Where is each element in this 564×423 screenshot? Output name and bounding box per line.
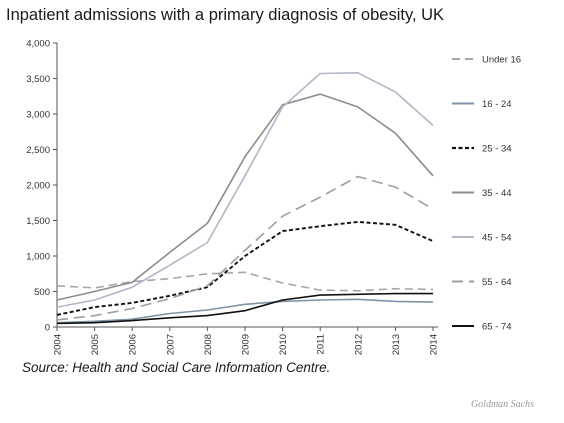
y-tick-label: 2,500 [26, 145, 50, 156]
legend-label-35-44: 35 - 44 [482, 188, 512, 199]
y-axis: 0 500 1,000 1,500 2,000 2,500 3,000 3,500 4,000 [26, 39, 58, 334]
series-line-55-64 [56, 175, 434, 321]
y-tick-label: 3,500 [26, 74, 50, 85]
x-tick-label: 2014 [429, 334, 440, 355]
x-axis: 2004 2005 2006 2007 2008 2009 2010 2011 2012 2013… [53, 326, 440, 355]
series-line-under-16 [56, 271, 434, 292]
x-tick-label: 2013 [391, 334, 402, 355]
x-tick-label: 2005 [90, 334, 101, 355]
source-note: Source: Health and Social Care Informati… [22, 360, 331, 375]
x-tick-label: 2007 [165, 334, 176, 355]
x-tick-label: 2008 [203, 334, 214, 355]
legend: Under 16 16 - 24 25 - 34 35 - 44 45 - 54 55 -… [452, 55, 521, 333]
series-line-35-44 [56, 93, 434, 301]
series-line-45-54 [56, 72, 434, 308]
y-tick-label: 1,000 [26, 252, 50, 263]
x-tick-label: 2012 [353, 334, 364, 355]
y-tick-label: 500 [34, 287, 50, 298]
series-line-25-34 [56, 220, 434, 316]
legend-label-under-16: Under 16 [482, 55, 521, 66]
x-tick-label: 2010 [278, 334, 289, 355]
x-tick-label: 2006 [128, 334, 139, 355]
x-tick-label: 2009 [241, 334, 252, 355]
y-tick-label: 3,000 [26, 110, 50, 121]
series-line-16-24 [56, 298, 434, 324]
y-tick-label: 4,000 [26, 39, 50, 50]
x-tick-label: 2011 [316, 334, 327, 354]
chart-title: Inpatient admissions with a primary diag… [6, 6, 445, 24]
x-tick-label: 2004 [53, 334, 64, 355]
y-tick-label: 0 [45, 323, 50, 334]
legend-label-16-24: 16 - 24 [482, 99, 512, 110]
y-tick-label: 1,500 [26, 216, 50, 227]
credit-label: Goldman Sachs [470, 399, 534, 410]
legend-label-45-54: 45 - 54 [482, 233, 512, 244]
series-line-65-74 [56, 292, 433, 325]
series-lines [56, 72, 434, 325]
legend-label-65-74: 65 - 74 [482, 322, 512, 333]
legend-label-55-64: 55 - 64 [482, 277, 512, 288]
legend-label-25-34: 25 - 34 [482, 144, 512, 155]
y-tick-label: 2,000 [26, 181, 50, 192]
